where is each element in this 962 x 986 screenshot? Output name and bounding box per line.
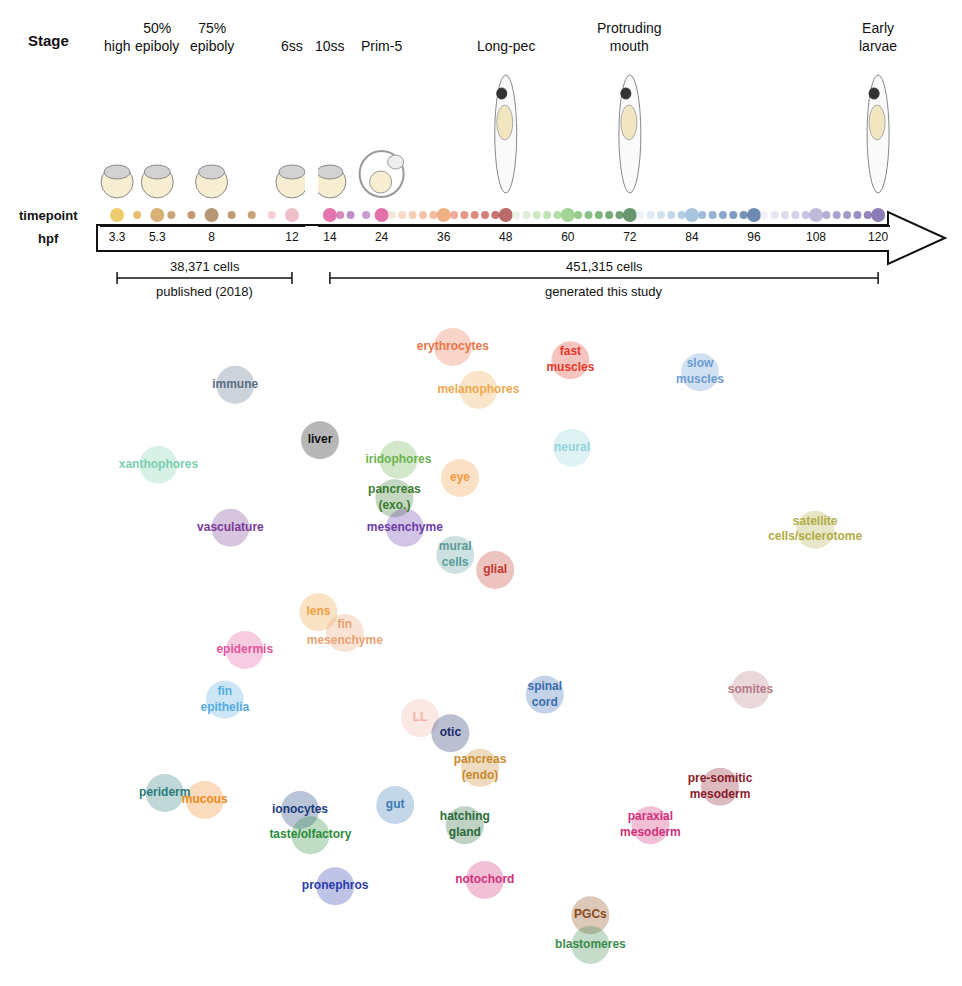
svg-text:muralcells: muralcells	[439, 539, 472, 569]
svg-text:liver: liver	[308, 432, 333, 446]
svg-text:immune: immune	[212, 377, 258, 391]
svg-text:published (2018): published (2018)	[156, 284, 253, 299]
svg-text:ionocytes: ionocytes	[272, 802, 328, 816]
svg-text:lens: lens	[306, 604, 330, 618]
svg-text:Protrudingmouth: Protrudingmouth	[597, 20, 662, 54]
svg-text:38,371 cells: 38,371 cells	[170, 259, 240, 274]
svg-text:generated this study: generated this study	[545, 284, 663, 299]
svg-text:slowmuscles: slowmuscles	[676, 356, 724, 386]
svg-text:notochord: notochord	[455, 872, 514, 886]
svg-text:24: 24	[375, 230, 389, 244]
svg-text:otic: otic	[440, 725, 462, 739]
svg-text:36: 36	[437, 230, 451, 244]
svg-text:8: 8	[208, 230, 215, 244]
svg-text:75%epiboly: 75%epiboly	[190, 20, 234, 54]
svg-text:108: 108	[806, 230, 826, 244]
svg-text:LL: LL	[413, 710, 428, 724]
svg-text:451,315 cells: 451,315 cells	[566, 259, 643, 274]
svg-text:iridophores: iridophores	[365, 452, 431, 466]
svg-text:pancreas(endo): pancreas(endo)	[454, 752, 507, 782]
svg-text:Earlylarvae: Earlylarvae	[859, 20, 897, 54]
svg-text:epidermis: epidermis	[216, 642, 273, 656]
svg-text:6ss: 6ss	[281, 38, 303, 54]
svg-text:mucous: mucous	[182, 792, 228, 806]
svg-text:finmesenchyme: finmesenchyme	[307, 617, 383, 647]
svg-text:timepoint: timepoint	[19, 208, 78, 223]
svg-text:fastmuscles: fastmuscles	[546, 344, 594, 374]
svg-text:pre-somiticmesoderm: pre-somiticmesoderm	[688, 771, 753, 801]
svg-text:taste/olfactory: taste/olfactory	[269, 827, 351, 841]
svg-text:vasculature: vasculature	[197, 520, 264, 534]
svg-text:pronephros: pronephros	[302, 878, 369, 892]
svg-text:12: 12	[285, 230, 299, 244]
svg-text:hatchinggland: hatchinggland	[440, 809, 490, 839]
svg-text:mesenchyme: mesenchyme	[367, 520, 443, 534]
svg-text:60: 60	[561, 230, 575, 244]
svg-text:periderm: periderm	[139, 785, 190, 799]
svg-text:gut: gut	[386, 797, 405, 811]
svg-text:3.3: 3.3	[109, 230, 126, 244]
svg-text:96: 96	[747, 230, 761, 244]
svg-text:satellitecells/sclerotome: satellitecells/sclerotome	[768, 514, 862, 544]
svg-text:pancreas(exo.): pancreas(exo.)	[368, 482, 421, 512]
svg-text:50%epiboly: 50%epiboly	[135, 20, 179, 54]
svg-text:erythrocytes: erythrocytes	[417, 339, 489, 353]
svg-text:120: 120	[868, 230, 888, 244]
svg-text:14: 14	[323, 230, 337, 244]
svg-text:Stage: Stage	[28, 32, 69, 49]
svg-text:somites: somites	[728, 682, 774, 696]
svg-text:PGCs: PGCs	[574, 907, 607, 921]
svg-text:finepithelia: finepithelia	[200, 684, 249, 714]
svg-text:Prim-5: Prim-5	[361, 38, 402, 54]
svg-text:5.3: 5.3	[149, 230, 166, 244]
svg-text:paraxialmesoderm: paraxialmesoderm	[620, 809, 681, 839]
svg-text:10ss: 10ss	[315, 38, 345, 54]
svg-text:blastomeres: blastomeres	[555, 937, 626, 951]
svg-text:72: 72	[623, 230, 637, 244]
svg-text:neural: neural	[554, 440, 590, 454]
svg-text:high: high	[104, 38, 130, 54]
svg-text:spinalcord: spinalcord	[527, 679, 562, 709]
svg-text:48: 48	[499, 230, 513, 244]
svg-text:Long-pec: Long-pec	[477, 38, 535, 54]
svg-text:hpf: hpf	[38, 231, 59, 246]
svg-text:melanophores: melanophores	[437, 382, 519, 396]
svg-text:xanthophores: xanthophores	[119, 457, 199, 471]
svg-text:eye: eye	[450, 470, 470, 484]
svg-text:84: 84	[685, 230, 699, 244]
svg-text:glial: glial	[483, 562, 507, 576]
